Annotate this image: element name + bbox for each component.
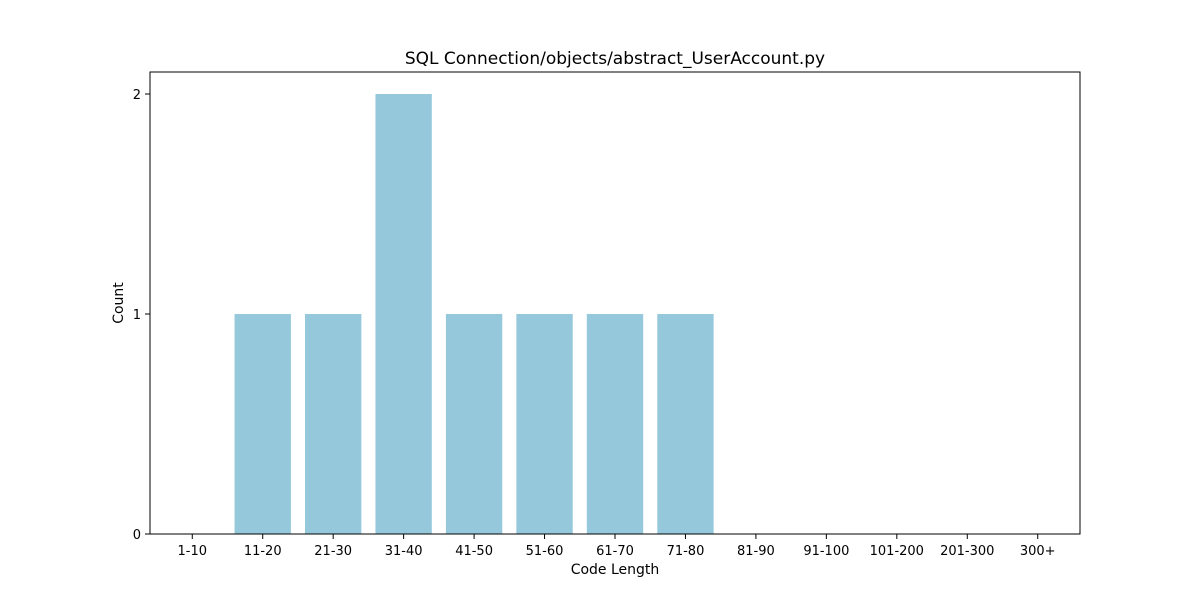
bar-21-30 [305, 314, 362, 534]
x-tick-label: 21-30 [314, 544, 352, 559]
y-tick-label: 2 [133, 88, 141, 103]
bars-group [234, 94, 714, 534]
bar-51-60 [516, 314, 573, 534]
x-tick-label: 81-90 [737, 544, 775, 559]
x-axis-ticks: 1-10 11-20 21-30 31-40 41-50 51-60 61-70 71-80 8… [178, 534, 1056, 559]
chart-title: SQL Connection/objects/abstract_UserAcco… [405, 49, 825, 69]
bar-71-80 [657, 314, 714, 534]
bar-11-20 [234, 314, 291, 534]
x-tick-label: 51-60 [526, 544, 564, 559]
x-axis-label: Code Length [571, 562, 660, 578]
x-tick-label: 31-40 [385, 544, 423, 559]
y-axis-label: Count [111, 282, 127, 324]
bar-61-70 [586, 314, 644, 534]
bar-41-50 [445, 314, 503, 534]
x-tick-label: 71-80 [667, 544, 705, 559]
x-tick-label: 201-300 [940, 544, 994, 559]
x-tick-label: 41-50 [455, 544, 493, 559]
x-tick-label: 11-20 [244, 544, 282, 559]
bar-31-40 [375, 94, 432, 534]
y-axis-ticks: 0 1 2 [133, 88, 150, 543]
y-tick-label: 1 [133, 308, 141, 323]
x-tick-label: 101-200 [870, 544, 924, 559]
x-tick-label: 91-100 [803, 544, 849, 559]
x-tick-label: 1-10 [178, 544, 208, 559]
x-tick-label: 300+ [1020, 544, 1056, 559]
y-tick-label: 0 [133, 528, 141, 543]
x-tick-label: 61-70 [596, 544, 634, 559]
